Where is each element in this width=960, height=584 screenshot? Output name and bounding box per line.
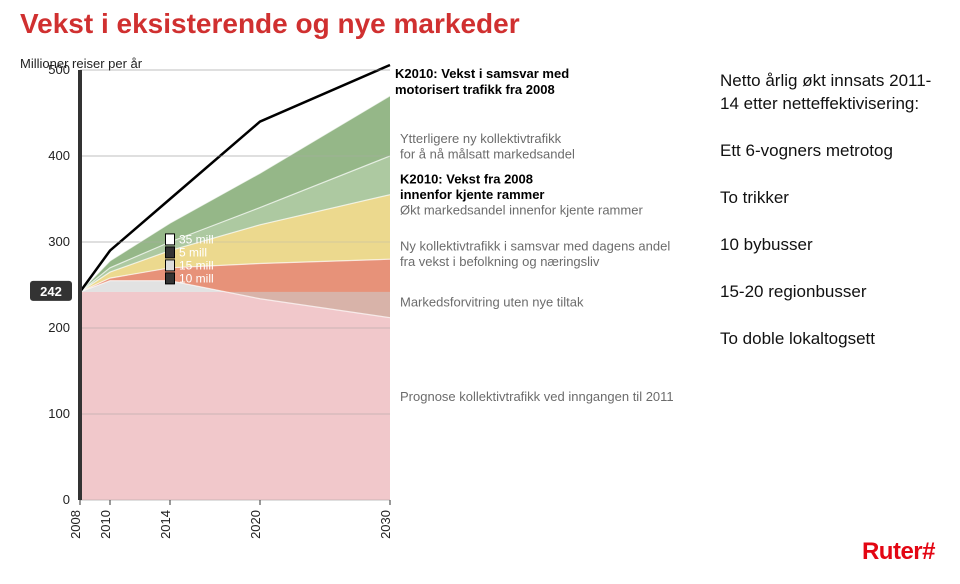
svg-text:Økt markedsandel innenfor kjen: Økt markedsandel innenfor kjente rammer — [400, 202, 643, 217]
side-text: Netto årlig økt innsats 2011-14 etter ne… — [720, 70, 950, 375]
svg-text:400: 400 — [48, 148, 70, 163]
side-p3: To trikker — [720, 187, 950, 210]
svg-text:5 mill: 5 mill — [179, 245, 207, 259]
side-p6: To doble lokaltogsett — [720, 328, 950, 351]
svg-text:15 mill: 15 mill — [179, 258, 214, 272]
svg-text:Ny kollektivtrafikk i samsvar: Ny kollektivtrafikk i samsvar med dagens… — [400, 239, 670, 254]
logo-hash-icon: # — [922, 538, 935, 565]
svg-text:Ytterligere ny kollektivtrafik: Ytterligere ny kollektivtrafikk — [400, 131, 562, 146]
svg-text:2014: 2014 — [158, 510, 173, 539]
svg-text:242: 242 — [40, 284, 62, 299]
side-p1: Netto årlig økt innsats 2011-14 etter ne… — [720, 70, 950, 116]
svg-text:K2010: Vekst fra 2008: K2010: Vekst fra 2008 — [400, 172, 533, 187]
page-title: Vekst i eksisterende og nye markeder — [20, 8, 520, 40]
svg-text:2020: 2020 — [248, 510, 263, 539]
svg-text:Markedsforvitring uten nye til: Markedsforvitring uten nye tiltak — [400, 295, 584, 310]
svg-text:35 mill: 35 mill — [179, 232, 214, 246]
side-p2: Ett 6-vogners metrotog — [720, 140, 950, 163]
logo-text: Ruter — [862, 538, 922, 565]
svg-text:for å nå målsatt markedsandel: for å nå målsatt markedsandel — [400, 147, 575, 162]
svg-text:motorisert trafikk fra 2008: motorisert trafikk fra 2008 — [395, 82, 555, 97]
svg-text:2008: 2008 — [68, 510, 83, 539]
svg-text:fra vekst i befolkning og næri: fra vekst i befolkning og næringsliv — [400, 254, 600, 269]
growth-chart: 0100200300400500Millioner reiser per årK… — [0, 50, 700, 550]
svg-text:100: 100 — [48, 406, 70, 421]
svg-text:300: 300 — [48, 234, 70, 249]
svg-text:2030: 2030 — [378, 510, 393, 539]
svg-text:2010: 2010 — [98, 510, 113, 539]
ruter-logo: Ruter# — [862, 538, 935, 566]
svg-text:10 mill: 10 mill — [179, 271, 214, 285]
svg-text:K2010: Vekst i samsvar med: K2010: Vekst i samsvar med — [395, 66, 569, 81]
side-p5: 15-20 regionbusser — [720, 281, 950, 304]
svg-text:0: 0 — [63, 492, 70, 507]
svg-text:innenfor kjente rammer: innenfor kjente rammer — [400, 187, 545, 202]
svg-text:200: 200 — [48, 320, 70, 335]
svg-text:Millioner reiser per år: Millioner reiser per år — [20, 56, 143, 71]
svg-text:Prognose kollektivtrafikk ved: Prognose kollektivtrafikk ved inngangen … — [400, 389, 674, 404]
side-p4: 10 bybusser — [720, 234, 950, 257]
